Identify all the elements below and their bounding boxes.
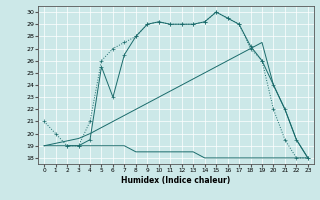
X-axis label: Humidex (Indice chaleur): Humidex (Indice chaleur): [121, 176, 231, 185]
